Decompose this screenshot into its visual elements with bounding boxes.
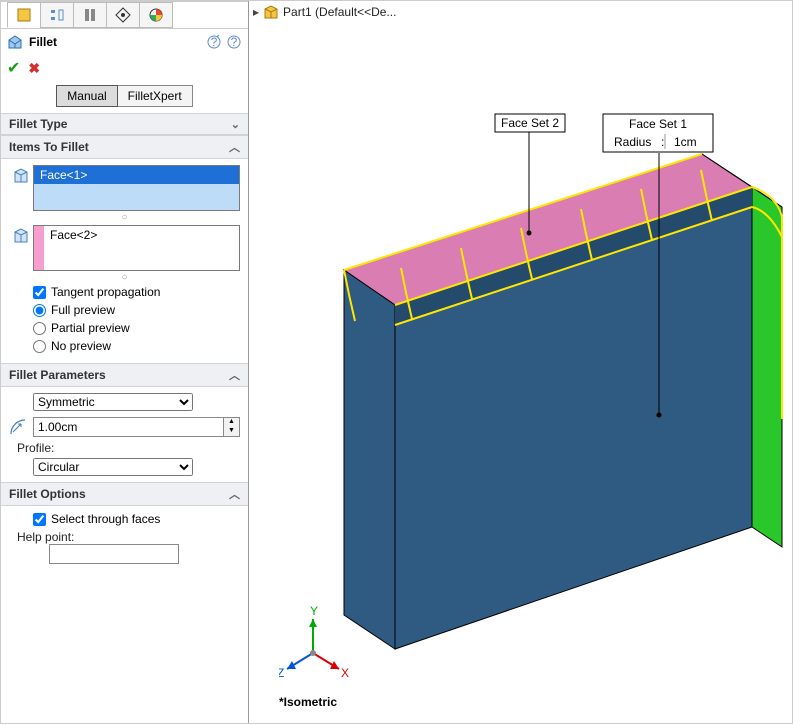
tab-tree[interactable] <box>40 2 74 28</box>
section-items-label: Items To Fillet <box>9 140 89 154</box>
section-items-header[interactable]: Items To Fillet ︿ <box>1 135 248 159</box>
face2-swatch <box>34 226 44 270</box>
mode-row: Manual FilletXpert <box>1 81 248 113</box>
graphics-viewport[interactable]: ▸ Part1 (Default<<De... <box>249 1 792 723</box>
svg-text:Z: Z <box>279 666 284 680</box>
cancel-button[interactable]: ✖ <box>28 60 40 77</box>
view-triad[interactable]: Y X Z <box>279 603 359 683</box>
help-icon[interactable]: ? <box>226 34 242 50</box>
callout-faceset2: Face Set 2 <box>501 116 559 130</box>
confirm-row: ✔ ✖ <box>1 55 248 81</box>
section-items-body: Face<1> ○ Face<2> ○ Tangent propagation … <box>1 159 248 363</box>
tab-config[interactable] <box>73 2 107 28</box>
section-options-body: Select through faces Help point: <box>1 506 248 570</box>
appearance-tab-icon <box>148 7 164 23</box>
config-tab-icon <box>82 7 98 23</box>
svg-text:Y: Y <box>310 604 318 618</box>
profile-select[interactable]: Circular <box>33 458 193 476</box>
symmetry-select[interactable]: Symmetric <box>33 393 193 411</box>
resize-handle[interactable]: ○ <box>9 275 240 281</box>
tab-feature[interactable] <box>7 2 41 28</box>
resize-handle[interactable]: ○ <box>9 215 240 221</box>
preview-options: Tangent propagation Full preview Partial… <box>9 285 240 353</box>
chevron-up-icon: ︿ <box>229 486 240 502</box>
select-through-checkbox[interactable]: Select through faces <box>33 512 240 526</box>
property-manager-panel: Fillet ? ? ✔ ✖ Manual FilletXpert Fillet… <box>1 1 249 723</box>
tangent-prop-checkbox[interactable]: Tangent propagation <box>33 285 240 299</box>
radius-input[interactable] <box>33 417 224 437</box>
mode-manual-button[interactable]: Manual <box>56 85 117 107</box>
help-point-input[interactable] <box>49 544 179 564</box>
ok-button[interactable]: ✔ <box>7 58 20 78</box>
radius-spinner[interactable]: ▲▼ <box>224 417 240 437</box>
chevron-down-icon: ⌄ <box>231 118 240 131</box>
section-params-body: Symmetric ▲▼ Profile: Circular <box>1 387 248 482</box>
tree-tab-icon <box>49 7 65 23</box>
section-fillet-type-header[interactable]: Fillet Type ⌄ <box>1 113 248 135</box>
callout-faceset1-title: Face Set 1 <box>629 117 687 131</box>
profile-label: Profile: <box>17 441 240 455</box>
help-point-label: Help point: <box>17 530 240 544</box>
chevron-up-icon: ︿ <box>229 367 240 383</box>
mode-filletxpert-button[interactable]: FilletXpert <box>118 85 193 107</box>
partial-preview-radio[interactable]: Partial preview <box>33 321 240 335</box>
callout-radius-value[interactable]: 1cm <box>674 135 697 149</box>
face-set1-icon <box>9 165 33 185</box>
full-preview-radio[interactable]: Full preview <box>33 303 240 317</box>
svg-text:?: ? <box>211 35 218 49</box>
view-label: *Isometric <box>279 695 337 709</box>
no-preview-radio[interactable]: No preview <box>33 339 240 353</box>
svg-text::: : <box>661 135 664 149</box>
section-options-label: Fillet Options <box>9 487 86 501</box>
section-options-header[interactable]: Fillet Options ︿ <box>1 482 248 506</box>
feature-title: Fillet <box>29 35 57 49</box>
callout-radius-label: Radius <box>614 135 651 149</box>
face-set2-icon <box>9 225 33 245</box>
section-params-label: Fillet Parameters <box>9 368 106 382</box>
feature-tab-icon <box>16 7 32 23</box>
face1-item[interactable]: Face<1> <box>34 166 239 184</box>
tab-dim[interactable] <box>106 2 140 28</box>
face-set1-list[interactable]: Face<1> <box>33 165 240 211</box>
chevron-up-icon: ︿ <box>229 139 240 155</box>
tab-strip <box>1 1 248 29</box>
help-detailed-icon[interactable]: ? <box>206 34 222 50</box>
fillet-icon <box>7 34 23 50</box>
section-fillet-type-label: Fillet Type <box>9 117 67 131</box>
feature-title-row: Fillet ? ? <box>1 29 248 55</box>
radius-icon <box>9 418 33 436</box>
face2-item[interactable]: Face<2> <box>34 226 239 244</box>
svg-text:?: ? <box>231 35 238 49</box>
face-set2-list[interactable]: Face<2> <box>33 225 240 271</box>
dim-tab-icon <box>115 7 131 23</box>
section-params-header[interactable]: Fillet Parameters ︿ <box>1 363 248 387</box>
tab-appearance[interactable] <box>139 2 173 28</box>
svg-text:X: X <box>341 666 349 680</box>
